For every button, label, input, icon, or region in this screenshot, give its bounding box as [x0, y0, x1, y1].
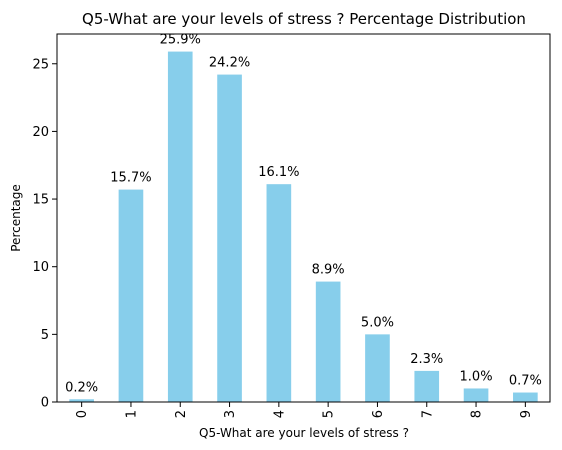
- x-tick-label-0: 0: [75, 410, 90, 418]
- chart-title: Q5-What are your levels of stress ? Perc…: [82, 10, 526, 28]
- y-tick-label-0: 0: [41, 396, 49, 411]
- bar-2: [168, 52, 193, 402]
- y-axis-title: Percentage: [9, 184, 23, 252]
- bar-7: [414, 371, 439, 402]
- data-label-0: 0.2%: [65, 380, 98, 395]
- bar-1: [119, 190, 144, 402]
- y-tick-label-5: 5: [41, 328, 49, 343]
- data-label-1: 15.7%: [110, 171, 151, 186]
- plot-area: 0.2% 15.7% 25.9% 24.2% 16.1% 8.9% 5.0% 2.3% 1.0%…: [32, 33, 550, 419]
- bar-3: [217, 75, 242, 402]
- bar-4: [267, 184, 292, 402]
- x-tick-label-8: 8: [470, 410, 485, 418]
- data-label-7: 2.3%: [410, 352, 443, 367]
- x-tick-label-3: 3: [223, 410, 238, 418]
- bar-8: [464, 388, 489, 402]
- data-label-2: 25.9%: [160, 33, 201, 48]
- x-tick-label-9: 9: [519, 410, 534, 418]
- y-tick-label-25: 25: [32, 57, 49, 72]
- x-tick-label-1: 1: [124, 410, 139, 418]
- data-label-9: 0.7%: [509, 374, 542, 389]
- y-tick-label-10: 10: [32, 260, 49, 275]
- x-tick-label-6: 6: [371, 410, 386, 418]
- data-label-4: 16.1%: [258, 165, 299, 180]
- y-tick-label-20: 20: [32, 125, 49, 140]
- bar-5: [316, 282, 341, 402]
- bar-6: [365, 334, 390, 402]
- data-label-3: 24.2%: [209, 56, 250, 71]
- y-tick-label-15: 15: [32, 193, 49, 208]
- x-axis-title: Q5-What are your levels of stress ?: [199, 426, 409, 440]
- data-label-6: 5.0%: [361, 315, 394, 330]
- x-tick-label-4: 4: [272, 410, 287, 418]
- data-label-8: 1.0%: [460, 369, 493, 384]
- x-tick-label-2: 2: [174, 410, 189, 418]
- bar-9: [513, 393, 538, 402]
- x-tick-label-5: 5: [322, 410, 337, 418]
- data-label-5: 8.9%: [312, 263, 345, 278]
- x-tick-label-7: 7: [420, 410, 435, 418]
